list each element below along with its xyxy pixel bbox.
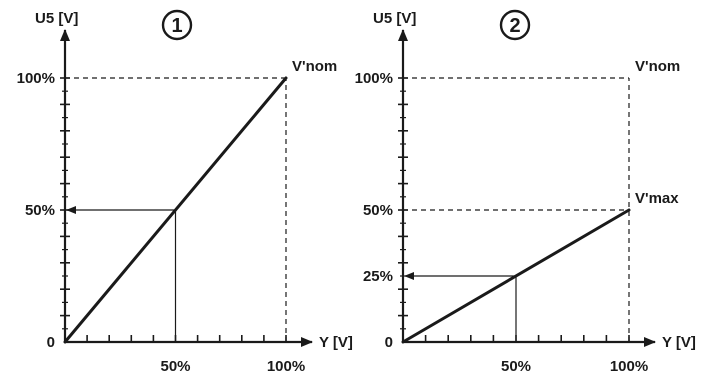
point-annotation: V'max xyxy=(635,190,679,207)
x-tick-label: 100% xyxy=(267,358,305,375)
series-line xyxy=(401,208,631,344)
x-tick-label: 50% xyxy=(160,358,190,375)
y-tick-label: 25% xyxy=(363,268,393,285)
y-axis-title: U5 [V] xyxy=(35,10,78,27)
point-annotation: V'nom xyxy=(292,58,337,75)
y-axis-title: U5 [V] xyxy=(373,10,416,27)
y-tick-label: 50% xyxy=(25,202,55,219)
y-tick-label: 0 xyxy=(385,334,393,351)
chart-panel-2: 0 25% 50% 100% 50% 100% U5 [V] Y [V] V'nom V'max 2 xyxy=(355,9,696,375)
chart-panel-1: 0 50% 100% 50% 100% U5 [V] Y [V] V'nom 1 xyxy=(17,9,353,375)
y-tick-label: 0 xyxy=(47,334,55,351)
y-tick-label: 50% xyxy=(363,202,393,219)
y-tick-label: 100% xyxy=(17,70,55,87)
point-annotation: V'nom xyxy=(635,58,680,75)
series-line xyxy=(63,76,288,344)
panel-badge-circle xyxy=(499,9,531,41)
panel-badge-circle xyxy=(161,9,193,41)
x-tick-label: 50% xyxy=(501,358,531,375)
x-tick-label: 100% xyxy=(610,358,648,375)
x-axis-title: Y [V] xyxy=(319,334,353,351)
panel-badge-number: 2 xyxy=(509,15,520,37)
x-axis-title: Y [V] xyxy=(662,334,696,351)
y-tick-label: 100% xyxy=(355,70,393,87)
panel-badge-number: 1 xyxy=(171,15,182,37)
